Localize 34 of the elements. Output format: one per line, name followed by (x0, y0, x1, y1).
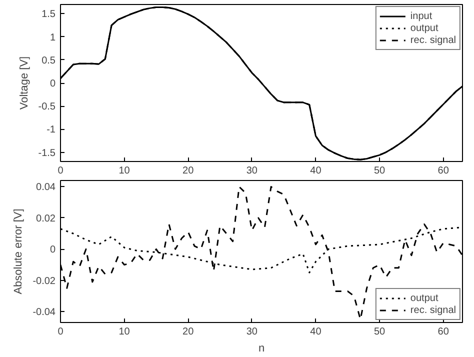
legend-label: rec. signal (410, 34, 456, 46)
x-tick-label: 60 (438, 166, 450, 176)
y-tick-label: -0.04 (32, 307, 56, 318)
y-tick-label: -0.5 (38, 102, 56, 113)
legend-label: input (410, 10, 432, 22)
y-tick-label: -1 (46, 124, 56, 136)
x-tick-label: 40 (310, 326, 322, 338)
x-axis-title: n (258, 342, 265, 354)
y-tick-label: 0.02 (36, 213, 56, 224)
x-tick-label: 0 (58, 166, 64, 176)
y-axis-title: Absolute error [V] (12, 208, 25, 294)
x-tick-label: 60 (438, 326, 450, 338)
y-tick-label: 1 (50, 32, 56, 44)
legend-label: output (410, 292, 438, 304)
y-tick-label: 0.5 (42, 55, 56, 66)
y-tick-label: 0 (50, 244, 56, 256)
x-tick-label: 30 (246, 326, 258, 338)
legend-label: rec. signal (410, 304, 456, 316)
x-tick-label: 40 (310, 166, 322, 176)
y-tick-label: 0 (50, 78, 56, 90)
x-tick-label: 50 (374, 166, 386, 176)
y-tick-label: 1.5 (42, 9, 56, 20)
x-tick-label: 10 (118, 326, 130, 338)
legend-label: output (410, 22, 438, 34)
y-tick-label: -1.5 (38, 148, 56, 159)
y-tick-label: -0.02 (32, 276, 56, 287)
x-tick-label: 50 (374, 326, 386, 338)
y-tick-label: 0.04 (36, 182, 56, 194)
x-tick-label: 30 (246, 166, 258, 176)
x-tick-label: 0 (58, 326, 64, 338)
x-tick-label: 10 (118, 166, 130, 176)
x-tick-label: 20 (182, 326, 194, 338)
x-tick-label: 20 (182, 166, 194, 176)
y-axis-title: Voltage [V] (18, 56, 30, 110)
